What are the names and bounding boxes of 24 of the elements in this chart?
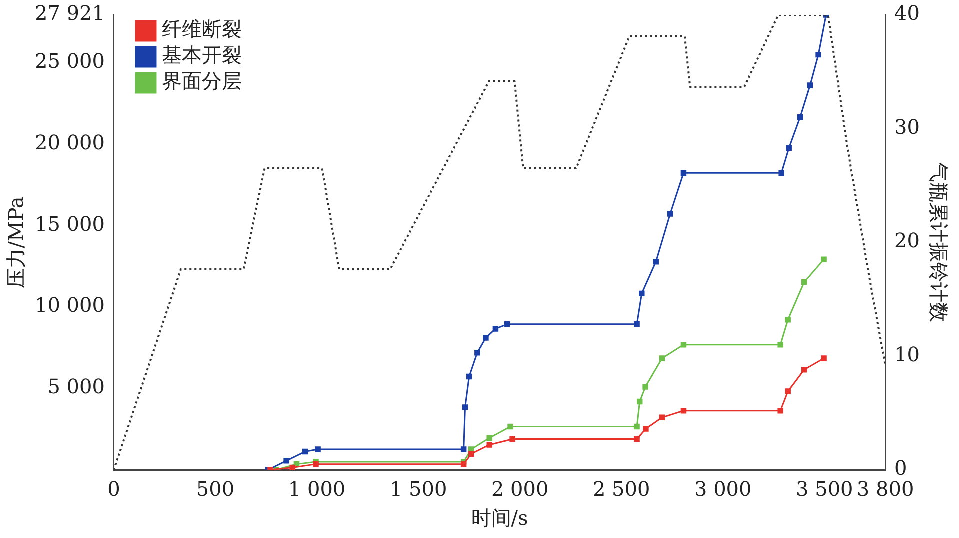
y-tick-label: 5 000 — [48, 374, 105, 399]
x-tick-label: 500 — [196, 477, 235, 502]
y-tick-label: 10 000 — [34, 293, 105, 318]
legend-label: 纤维断裂 — [162, 17, 242, 42]
y-tick-label: 27 921 — [34, 1, 105, 26]
y2-tick-label: 10 — [894, 342, 920, 366]
y-tick-label: 20 000 — [34, 130, 105, 154]
x-axis-title: 时间/s — [471, 506, 528, 530]
y-axis-title: 压力/MPa — [4, 196, 28, 288]
x-tick-label: 1 000 — [288, 477, 346, 502]
y-tick-label: 25 000 — [34, 48, 105, 73]
x-tick-label: 3 000 — [694, 477, 752, 502]
x-tick-label: 3 500 — [796, 477, 854, 502]
legend-label: 基本开裂 — [162, 43, 242, 68]
y2-tick-label: 30 — [894, 114, 920, 139]
x-tick-label: 2 500 — [592, 477, 650, 502]
x-tick-label: 1 500 — [390, 477, 448, 502]
y2-tick-label: 20 — [894, 228, 920, 253]
y2-axis-title: 气瓶累计振铃计数 — [926, 162, 951, 322]
legend-label: 界面分层 — [162, 69, 242, 94]
y2-tick-label: 40 — [894, 1, 920, 26]
x-tick-label: 2 000 — [491, 477, 549, 502]
y-tick-label: 15 000 — [34, 212, 105, 236]
x-tick-label: 0 — [108, 477, 120, 502]
